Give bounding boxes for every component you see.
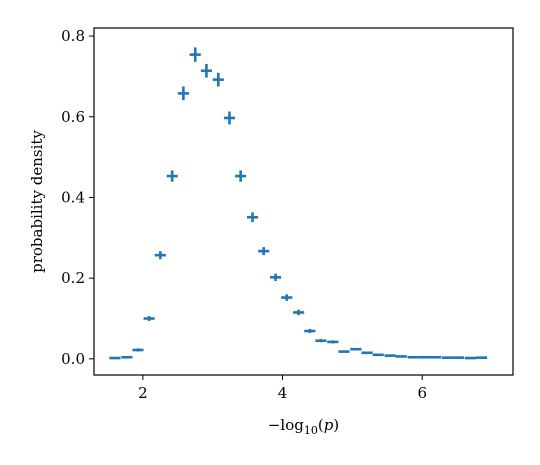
- x-axis-label: −log10(p): [268, 416, 339, 437]
- data-point: [246, 212, 259, 223]
- data-point: [143, 316, 155, 321]
- data-point: [121, 355, 133, 359]
- data-point: [281, 294, 293, 301]
- data-marks: [109, 47, 488, 360]
- y-tick-label: 0.6: [61, 108, 85, 126]
- data-point: [464, 356, 476, 360]
- data-point: [293, 309, 305, 316]
- data-point: [407, 355, 419, 359]
- y-tick-label: 0.4: [61, 188, 85, 206]
- data-point: [304, 329, 316, 334]
- x-tick-label: 6: [417, 384, 427, 402]
- data-point: [132, 348, 144, 352]
- data-point: [109, 356, 121, 360]
- y-axis-ticks: 0.0 0.2 0.4 0.6 0.8: [61, 27, 94, 368]
- data-point: [154, 251, 166, 260]
- data-point: [223, 111, 236, 125]
- x-axis-ticks: 2 4 6: [138, 375, 427, 402]
- x-tick-label: 2: [138, 384, 148, 402]
- data-point: [452, 356, 465, 359]
- y-tick-label: 0.2: [61, 269, 85, 287]
- data-point: [361, 351, 373, 355]
- data-point: [441, 356, 453, 359]
- data-point: [350, 347, 362, 351]
- data-point: [177, 86, 189, 101]
- data-point: [395, 355, 407, 358]
- data-point: [338, 350, 350, 353]
- data-point: [384, 354, 396, 357]
- data-point: [315, 339, 327, 343]
- data-point: [327, 340, 339, 344]
- y-tick-label: 0.0: [61, 350, 85, 368]
- x-tick-label: 4: [278, 384, 288, 402]
- data-point: [212, 72, 224, 87]
- data-point: [200, 63, 213, 78]
- data-point: [429, 355, 442, 359]
- y-tick-label: 0.8: [61, 27, 85, 45]
- data-point: [269, 273, 282, 281]
- data-point: [189, 47, 201, 62]
- data-point: [475, 356, 488, 359]
- y-axis-label: probability density: [28, 130, 46, 273]
- data-point: [418, 355, 430, 359]
- data-point: [372, 353, 384, 357]
- data-point: [235, 170, 247, 182]
- data-point: [258, 247, 270, 256]
- plot-area: [93, 27, 514, 376]
- data-point: [166, 170, 178, 182]
